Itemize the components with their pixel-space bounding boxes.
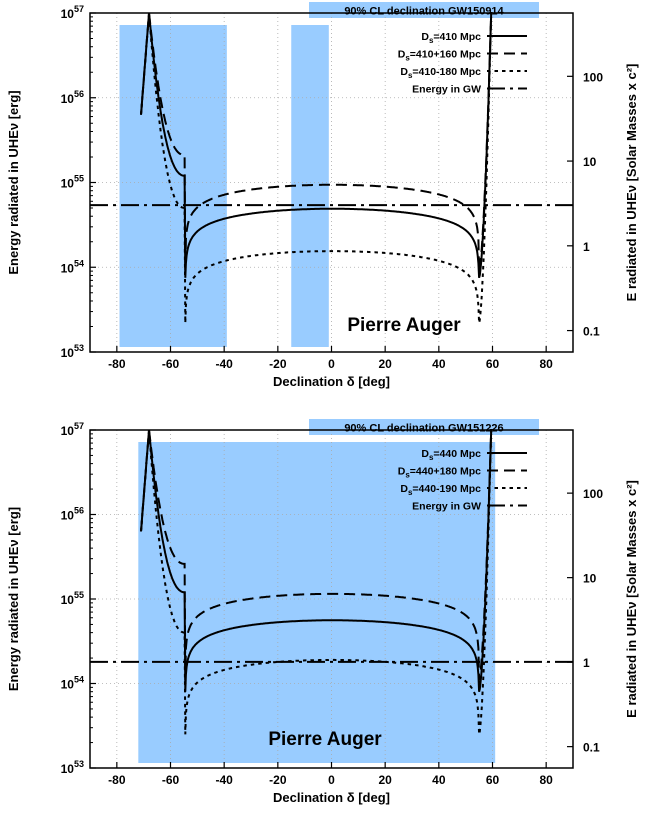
legend-entry-3: Ds=440-190 Mpc bbox=[400, 483, 481, 497]
x-tick-label: 40 bbox=[432, 357, 446, 371]
chart-panel-1: 90% CL declination GW150914 -80 -60 -40 -20 0… bbox=[6, 2, 639, 389]
y2-tick-label: 100 bbox=[583, 70, 603, 84]
y-tick-label: 1054 bbox=[61, 675, 84, 692]
annotation: Pierre Auger bbox=[347, 315, 461, 336]
x-tick-label: -20 bbox=[269, 773, 287, 787]
x-tick-label: -40 bbox=[215, 357, 233, 371]
series-line-1 bbox=[140, 12, 493, 279]
y2-tick-label: 1 bbox=[583, 656, 590, 670]
x-tick-label: 80 bbox=[539, 357, 553, 371]
y-tick-label: 1057 bbox=[61, 4, 84, 21]
x-tick-label: 40 bbox=[432, 773, 446, 787]
y2-tick-label: 10 bbox=[583, 572, 597, 586]
y-tick-label: 1055 bbox=[61, 590, 84, 607]
x-tick-label: -40 bbox=[215, 773, 233, 787]
y-tick-label: 1053 bbox=[61, 759, 84, 776]
legend-entry-1: Ds=410 Mpc bbox=[421, 31, 481, 45]
y-tick-label: 1057 bbox=[61, 421, 84, 438]
y2-axis-label: E radiated in UHEν [Solar Masses x c²] bbox=[624, 64, 639, 302]
legend-entry-2: Ds=410+160 Mpc bbox=[398, 49, 481, 63]
y-axis-label: Energy radiated in UHEν [erg] bbox=[6, 90, 21, 274]
y2-tick-label: 10 bbox=[583, 155, 597, 169]
x-tick-label: -60 bbox=[162, 357, 180, 371]
x-tick-label: 60 bbox=[486, 773, 500, 787]
y-axis-label: Energy radiated in UHEν [erg] bbox=[6, 507, 21, 691]
legend-entry-1: Ds=440 Mpc bbox=[421, 448, 481, 462]
x-tick-label: 0 bbox=[328, 357, 335, 371]
legend-entry-3: Ds=410-180 Mpc bbox=[400, 66, 481, 80]
legend-entry-4: Energy in GW bbox=[412, 84, 481, 96]
legend: Ds=410 Mpc Ds=410+160 Mpc Ds=410-180 Mpc En… bbox=[398, 31, 527, 96]
series-line-1 bbox=[140, 429, 493, 692]
x-tick-label: -80 bbox=[108, 773, 126, 787]
x-tick-label: 0 bbox=[328, 773, 335, 787]
chart-title: 90% CL declination GW150914 bbox=[344, 6, 504, 18]
legend: Ds=440 Mpc Ds=440+180 Mpc Ds=440-190 Mpc En… bbox=[398, 448, 527, 513]
x-tick-label: -60 bbox=[162, 773, 180, 787]
x-axis-label: Declination δ [deg] bbox=[273, 374, 390, 389]
y-tick-label: 1055 bbox=[61, 174, 84, 191]
annotation: Pierre Auger bbox=[268, 729, 382, 750]
title-band bbox=[309, 2, 539, 18]
title-band bbox=[309, 419, 539, 435]
y-tick-label: 1056 bbox=[61, 89, 84, 106]
declination-band bbox=[119, 25, 227, 347]
y2-tick-label: 0.1 bbox=[583, 325, 600, 339]
x-tick-label: -80 bbox=[108, 357, 126, 371]
legend-entry-2: Ds=440+180 Mpc bbox=[398, 466, 481, 480]
y2-tick-label: 100 bbox=[583, 487, 603, 501]
series-line-2 bbox=[140, 429, 493, 681]
x-tick-label: 60 bbox=[486, 357, 500, 371]
chart-title: 90% CL declination GW151226 bbox=[344, 423, 503, 435]
chart-panel-2: 90% CL declination GW151226 -80 -60 -40 -20 0… bbox=[6, 419, 639, 805]
y-tick-label: 1053 bbox=[61, 343, 84, 360]
y2-tick-label: 1 bbox=[583, 240, 590, 254]
y-tick-label: 1054 bbox=[61, 258, 84, 275]
y2-axis-label: E radiated in UHEν [Solar Masses x c²] bbox=[624, 480, 639, 718]
x-tick-label: -20 bbox=[269, 357, 287, 371]
x-tick-label: 20 bbox=[378, 773, 392, 787]
x-axis-label: Declination δ [deg] bbox=[273, 790, 390, 805]
series-line-3 bbox=[140, 12, 493, 324]
legend-entry-4: Energy in GW bbox=[412, 501, 481, 513]
y2-tick-label: 0.1 bbox=[583, 741, 600, 755]
y-tick-label: 1056 bbox=[61, 506, 84, 523]
x-tick-label: 80 bbox=[539, 773, 553, 787]
x-tick-label: 20 bbox=[378, 357, 392, 371]
